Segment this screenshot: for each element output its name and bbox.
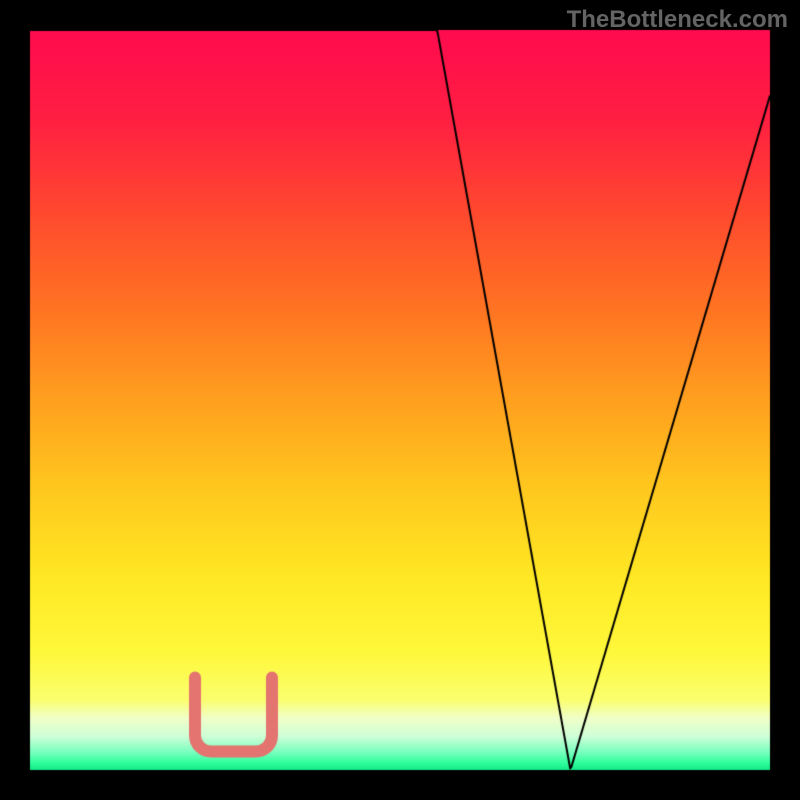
chart-container: TheBottleneck.com [0,0,800,800]
bottleneck-curve-canvas [0,0,800,800]
